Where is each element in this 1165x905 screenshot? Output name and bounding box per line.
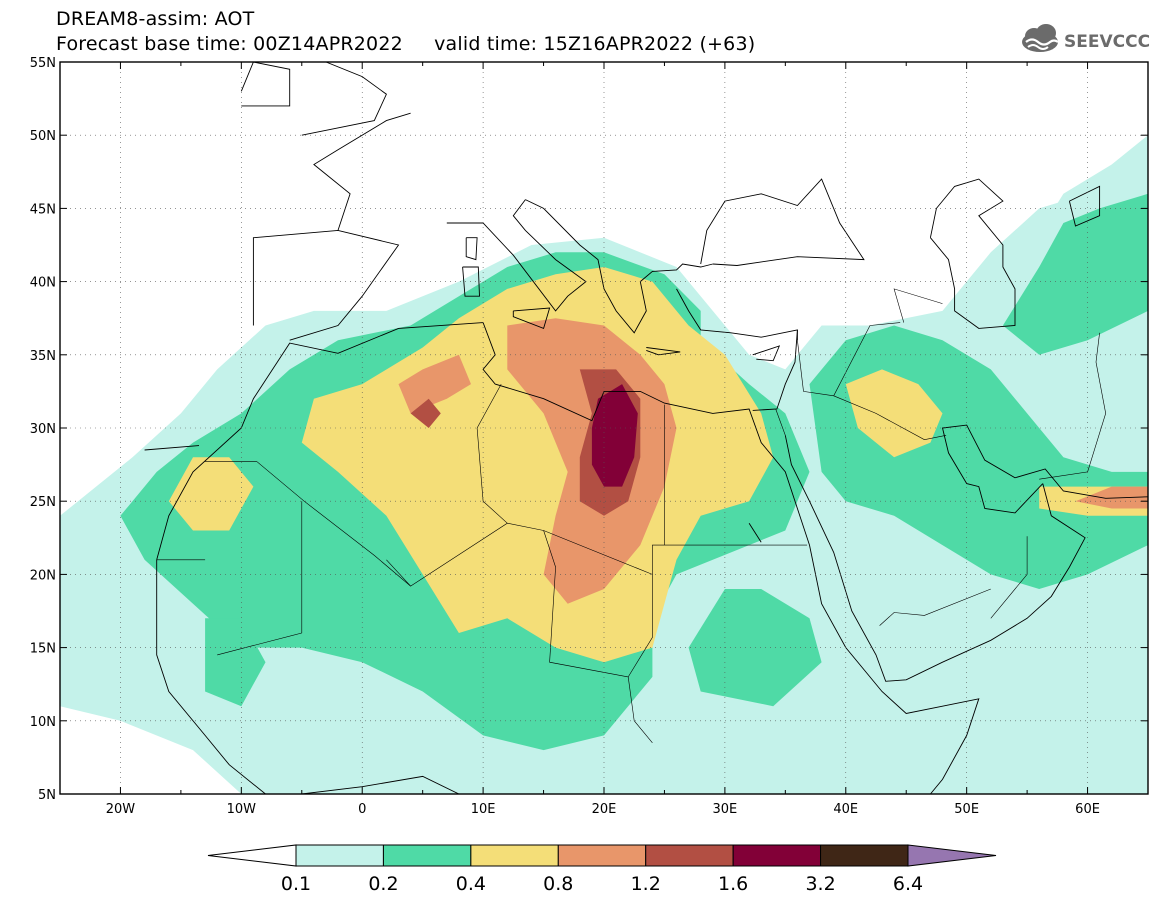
colorbar: 0.1 0.2 0.4 0.8 1.2 1.6 3.2 6.4 xyxy=(207,844,997,895)
lat-tick-label: 5N xyxy=(38,788,56,803)
sicily-coast xyxy=(512,307,551,329)
country-border xyxy=(386,559,411,587)
lon-tick-label: 20W xyxy=(106,802,136,817)
canary-islands xyxy=(144,445,200,451)
ireland-coast xyxy=(240,62,291,107)
aot-region-0.2-west xyxy=(205,618,266,707)
levant-coast xyxy=(752,329,798,411)
colorbar-box xyxy=(470,844,559,867)
colorbar-label: 0.4 xyxy=(456,873,486,895)
lat-tick-label: 20N xyxy=(30,568,56,583)
lon-tick-label: 30E xyxy=(713,802,738,817)
country-border xyxy=(476,427,508,524)
seevccc-logo: SEEVCCC xyxy=(1022,24,1150,52)
aot-region-1.2-algeria xyxy=(410,398,441,428)
lat-tick-label: 25N xyxy=(30,495,56,510)
country-border xyxy=(476,383,502,429)
country-border xyxy=(879,588,991,626)
lon-tick-label: 50E xyxy=(954,802,979,817)
colorbar-label: 0.2 xyxy=(368,873,398,895)
lon-tick-label: 10E xyxy=(471,802,496,817)
country-border xyxy=(652,544,665,575)
lat-tick-label: 55N xyxy=(30,56,56,71)
lon-tick-label: 20E xyxy=(592,802,617,817)
country-border xyxy=(775,408,786,436)
longitude-ticks: 20W 10W 0 10E 20E 30E 40E 50E 60E xyxy=(59,62,1149,817)
colorbar-box xyxy=(820,844,909,867)
aot-region-0.4-main xyxy=(301,267,774,663)
colorbar-under-triangle xyxy=(207,844,297,867)
balkans-coast xyxy=(525,199,713,334)
west-africa-coast xyxy=(156,559,266,794)
colorbar-box xyxy=(645,844,734,867)
lon-tick-label: 60E xyxy=(1075,802,1100,817)
colorbar-box xyxy=(295,844,384,867)
cloud-icon xyxy=(1022,24,1059,52)
corsica-coast xyxy=(465,237,478,261)
coastline-layer xyxy=(144,62,1148,794)
red-sea-east-coast xyxy=(784,435,1086,682)
aot-region-1.6-core xyxy=(591,384,638,487)
cyprus-coast xyxy=(752,345,781,362)
country-border xyxy=(833,395,947,441)
colorbar-label: 6.4 xyxy=(893,873,923,895)
forecast-time-line: Forecast base time: 00Z14APR2022 valid t… xyxy=(56,33,756,55)
colorbar-label: 0.8 xyxy=(543,873,573,895)
country-border xyxy=(1039,332,1107,480)
grid-layer xyxy=(60,62,1148,794)
aot-fill-layer xyxy=(60,135,1148,794)
lat-tick-label: 45N xyxy=(30,202,56,217)
colorbar-label: 1.2 xyxy=(631,873,661,895)
aot-region-0.2-iran xyxy=(1002,193,1148,355)
country-border xyxy=(797,340,834,397)
aot-region-0.8-algeria xyxy=(398,354,471,414)
aot-region-0.8-gulf xyxy=(1075,486,1148,509)
france-coast xyxy=(313,112,411,231)
colorbar-label: 1.6 xyxy=(718,873,748,895)
lat-tick-label: 40N xyxy=(30,276,56,291)
colorbar-box xyxy=(557,844,647,867)
italy-coast xyxy=(446,199,587,312)
country-border xyxy=(893,288,943,323)
colorbar-label: 0.1 xyxy=(281,873,311,895)
africa-coast xyxy=(156,322,980,794)
aot-region-0.4-iraq xyxy=(845,369,943,458)
lake-nasser xyxy=(748,522,762,543)
lon-tick-label: 0 xyxy=(358,802,366,817)
colorbar-box xyxy=(732,844,822,867)
logo-text: SEEVCCC xyxy=(1064,32,1150,52)
lat-tick-label: 35N xyxy=(30,349,56,364)
persian-gulf-coast xyxy=(941,424,1148,514)
country-border xyxy=(217,632,302,656)
gulf-of-guinea-coast xyxy=(301,775,460,794)
iberia-coast xyxy=(252,229,400,341)
lat-tick-label: 10N xyxy=(30,715,56,730)
map-title: DREAM8-assim: AOT xyxy=(56,8,255,30)
latitude-ticks: 5N 10N 15N 20N 25N 30N 35N 40N 45N 50N 55N xyxy=(30,56,1148,803)
crete-coast xyxy=(646,347,681,356)
lat-tick-label: 15N xyxy=(30,642,56,657)
colorbar-box xyxy=(382,844,472,867)
caspian-coast xyxy=(929,178,1016,329)
country-border xyxy=(543,530,629,678)
colorbar-over-triangle xyxy=(907,844,997,867)
aot-region-0.4-west xyxy=(168,457,254,531)
lon-tick-label: 10W xyxy=(227,802,257,817)
lat-tick-label: 30N xyxy=(30,422,56,437)
lon-tick-label: 40E xyxy=(833,802,858,817)
country-border xyxy=(990,536,1028,619)
aral-coast xyxy=(1068,185,1101,227)
sardinia-coast xyxy=(462,266,480,297)
black-sea-coast xyxy=(700,178,865,266)
lat-tick-label: 50N xyxy=(30,129,56,144)
britain-coast xyxy=(301,62,387,136)
colorbar-label: 3.2 xyxy=(805,873,835,895)
